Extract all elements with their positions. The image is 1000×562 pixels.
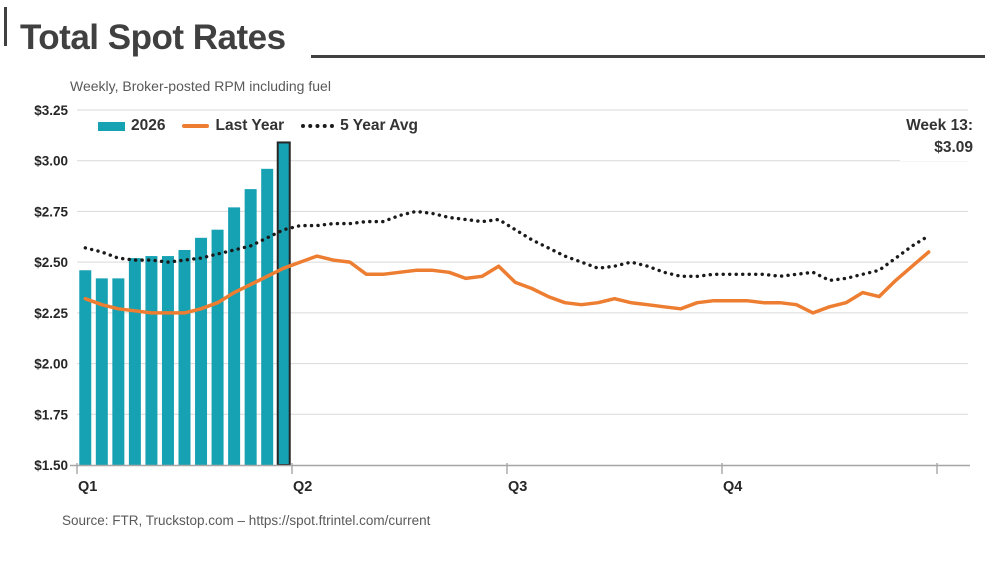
- title-accent-bar: [4, 7, 7, 46]
- y-tick-label: $1.50: [34, 458, 68, 473]
- source-text: Source: FTR, Truckstop.com – https://spo…: [62, 513, 431, 528]
- legend-label-2026: 2026: [131, 117, 166, 134]
- x-tick-label: Q2: [293, 479, 312, 495]
- dotted-swatch-icon: [301, 124, 335, 128]
- legend-item-last-year: Last Year: [182, 117, 284, 135]
- y-tick-label: $2.50: [34, 255, 68, 270]
- chart-subtitle: Weekly, Broker-posted RPM including fuel: [70, 78, 331, 94]
- title-underline: [311, 55, 985, 58]
- bar-week-13-highlighted: [276, 141, 291, 466]
- annotation-week-label: Week 13:: [906, 117, 973, 134]
- five-year-avg-line: [83, 209, 931, 283]
- week-13-annotation: Week 13: $3.09: [900, 115, 975, 161]
- legend-label-5-year-avg: 5 Year Avg: [340, 117, 418, 134]
- bar-week-10: [228, 207, 241, 465]
- x-tick-label: Q3: [508, 479, 527, 495]
- last-year-line: [83, 250, 931, 315]
- bar-week-11: [244, 189, 257, 465]
- x-tick-label: Q4: [723, 479, 742, 495]
- y-tick-label: $1.75: [34, 407, 68, 422]
- bar-week-2: [95, 278, 108, 465]
- legend-label-last-year: Last Year: [215, 117, 285, 134]
- bar-swatch-icon: [98, 121, 125, 131]
- y-tick-label: $2.25: [34, 306, 68, 321]
- bar-week-8: [195, 237, 208, 465]
- bar-week-6: [161, 256, 174, 465]
- y-tick-label: $2.75: [34, 204, 68, 219]
- bar-week-12: [261, 168, 274, 466]
- bar-week-5: [145, 256, 158, 465]
- legend-item-2026: 2026: [98, 117, 165, 135]
- x-tick-label: Q1: [78, 479, 97, 495]
- y-tick-label: $3.00: [34, 154, 68, 169]
- annotation-value-label: $3.09: [934, 139, 973, 156]
- bar-week-3: [112, 278, 125, 465]
- y-tick-label: $2.00: [34, 357, 68, 372]
- chart-legend: 2026 Last Year 5 Year Avg: [98, 117, 418, 135]
- legend-item-5-year-avg: 5 Year Avg: [301, 117, 418, 135]
- bar-week-4: [128, 258, 141, 465]
- page-title: Total Spot Rates: [20, 18, 286, 57]
- bar-week-9: [211, 229, 224, 465]
- line-swatch-icon: [182, 124, 210, 128]
- y-tick-label: $3.25: [34, 103, 68, 118]
- bar-week-1: [79, 270, 92, 465]
- bar-week-7: [178, 249, 191, 465]
